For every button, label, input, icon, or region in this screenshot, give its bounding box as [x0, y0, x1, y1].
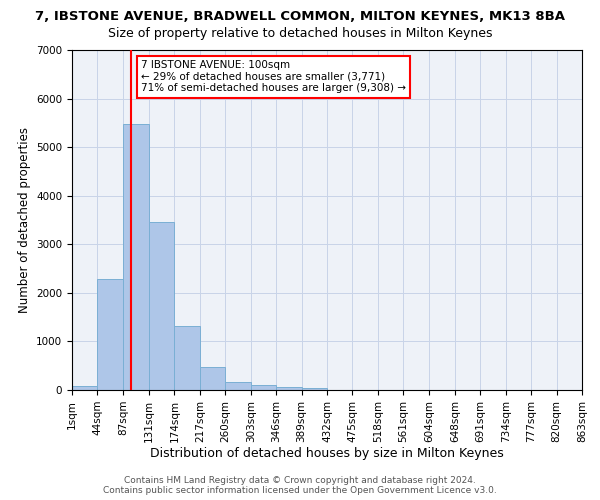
Text: 7 IBSTONE AVENUE: 100sqm
← 29% of detached houses are smaller (3,771)
71% of sem: 7 IBSTONE AVENUE: 100sqm ← 29% of detach… — [141, 60, 406, 94]
Bar — [276, 388, 302, 390]
Bar — [251, 386, 276, 390]
Bar — [97, 280, 123, 390]
Bar — [175, 326, 200, 390]
Text: Contains HM Land Registry data © Crown copyright and database right 2024.
Contai: Contains HM Land Registry data © Crown c… — [103, 476, 497, 495]
Bar — [123, 124, 149, 390]
X-axis label: Distribution of detached houses by size in Milton Keynes: Distribution of detached houses by size … — [150, 448, 504, 460]
Bar — [149, 222, 175, 390]
Text: Size of property relative to detached houses in Milton Keynes: Size of property relative to detached ho… — [108, 28, 492, 40]
Bar — [200, 367, 225, 390]
Bar — [302, 388, 327, 390]
Text: 7, IBSTONE AVENUE, BRADWELL COMMON, MILTON KEYNES, MK13 8BA: 7, IBSTONE AVENUE, BRADWELL COMMON, MILT… — [35, 10, 565, 23]
Y-axis label: Number of detached properties: Number of detached properties — [17, 127, 31, 313]
Bar — [72, 386, 97, 390]
Bar — [225, 382, 251, 390]
